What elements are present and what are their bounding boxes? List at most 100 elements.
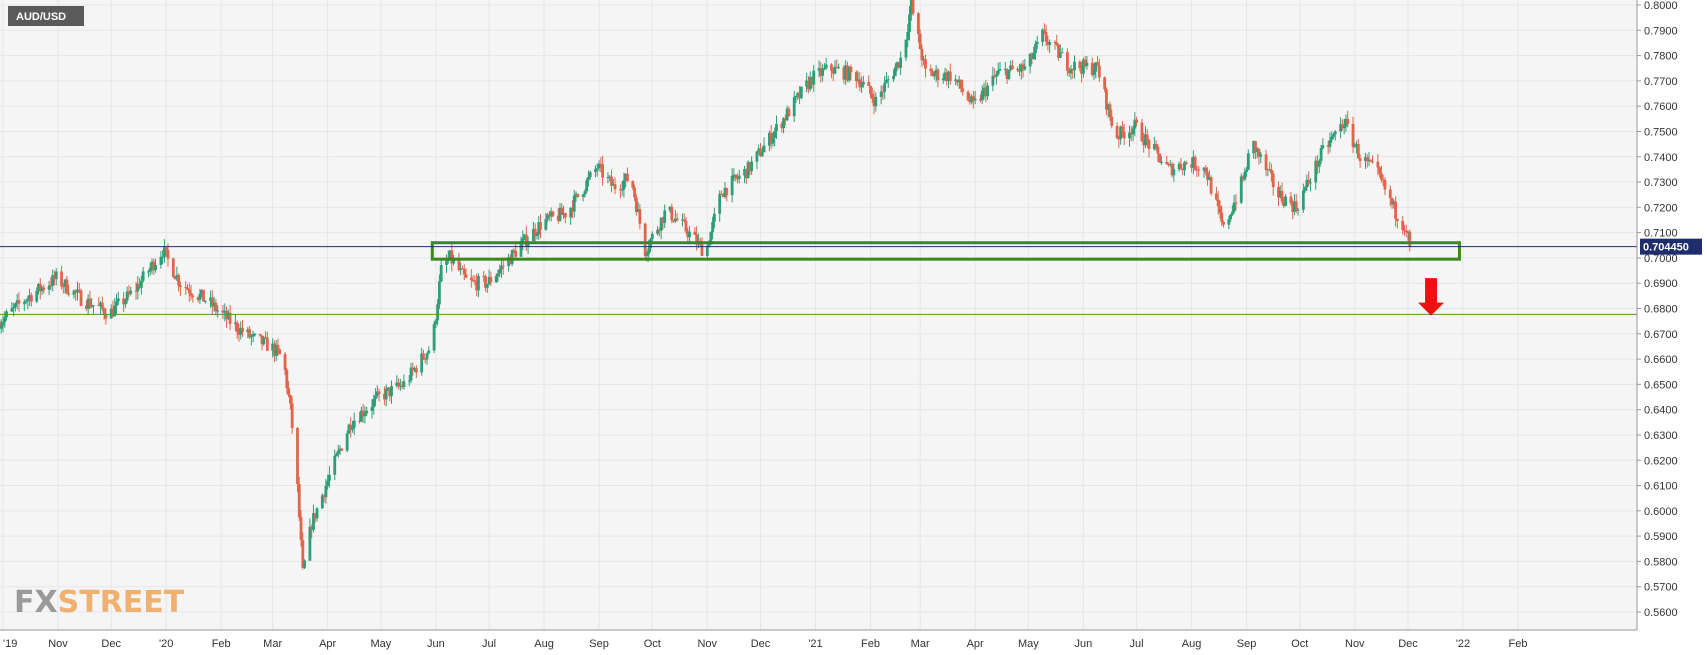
candle-body [705,245,709,257]
candle-body [782,118,785,129]
candle-body [1007,69,1011,80]
candle-body [1296,209,1300,211]
candle-body [351,427,354,430]
candle-body [335,453,338,456]
y-tick-label: 0.6700 [1644,329,1678,341]
candle-body [514,250,518,257]
candle-body [469,277,473,281]
x-tick-label: May [370,638,391,650]
candle-body [189,293,193,296]
candle-body [1097,65,1101,78]
candle-body [445,261,448,265]
candle-body [1204,167,1208,173]
candle-body [966,91,970,101]
candle-body [1215,193,1218,200]
candle-body [587,176,590,181]
candle-body [434,320,438,325]
candle-body [1229,214,1233,220]
candle-body [1353,145,1357,147]
candle-body [127,291,131,294]
candle-body [1364,157,1367,162]
candle-body [682,219,686,221]
candle-body [1246,153,1250,170]
candle-body [574,193,578,196]
candle-body [1193,157,1197,170]
candle-body [734,174,738,179]
candle-body [1018,68,1021,72]
candle-body [363,413,367,417]
y-tick-label: 0.6900 [1644,278,1678,290]
candle-body [775,124,778,132]
candle-body [1184,162,1188,165]
candle-body [1351,123,1355,147]
candle-body [837,67,840,69]
candle-body [164,247,168,250]
candle-body [601,164,605,178]
candle-body [122,298,126,305]
candle-body [670,206,674,221]
candle-body [941,78,945,81]
candle-body [984,87,988,97]
candle-body [711,221,715,233]
candle-body [322,495,326,498]
candle-body [65,279,69,294]
candle-body [806,80,810,90]
candle-body [911,0,915,14]
x-tick-label: Nov [697,638,717,650]
candle-body [249,336,253,338]
candle-body [76,289,79,293]
candle-body [700,242,704,257]
candle-body [241,327,244,333]
candle-body [755,151,759,162]
candle-body [1395,218,1399,221]
candle-body [869,85,872,94]
candle-body [113,305,117,317]
candle-body [736,178,739,180]
candle-body [212,302,216,307]
price-axis: 0.8000 0.7900 0.7800 0.7700 0.7600 0.7500 0.74… [1636,0,1678,630]
candle-body [1069,68,1073,74]
candle-body [892,75,895,80]
candle-body [1252,141,1256,154]
candle-body [22,301,26,304]
candle-body [99,302,102,306]
candle-body [79,290,83,306]
candle-body [253,333,257,335]
candle-body [498,269,502,274]
candle-body [824,64,828,69]
candle-body [310,526,314,530]
symbol-badge: AUD/USD [8,6,84,26]
candle-body [817,68,821,71]
candle-body [464,274,468,278]
candle-body [1394,201,1397,219]
candle-body [1289,196,1293,204]
candle-body [1115,125,1119,138]
watermark: FXSTREET [14,585,185,620]
candle-body [1135,119,1138,123]
candle-body [948,71,952,82]
candle-body [1103,77,1107,90]
candle-body [489,276,493,283]
candle-body [187,289,191,294]
candle-body [906,31,910,40]
candle-body [610,176,613,186]
candle-body [844,65,848,80]
y-tick-label: 0.7800 [1644,51,1678,63]
candle-body [572,195,576,212]
candle-body [808,77,812,90]
candle-body [971,96,975,101]
candle-body [922,59,926,61]
candle-body [693,231,697,235]
candle-body [1085,62,1089,66]
candle-body [1207,177,1211,180]
candle-body [312,513,315,530]
candle-body [1220,212,1224,222]
candle-body [854,72,858,81]
candle-body [1009,65,1013,70]
candle-body [1365,157,1369,162]
x-tick-label: '22 [1456,638,1470,650]
candle-body [134,290,138,292]
candle-body [1284,196,1288,207]
candle-body [849,66,853,73]
candle-body [1408,231,1412,247]
